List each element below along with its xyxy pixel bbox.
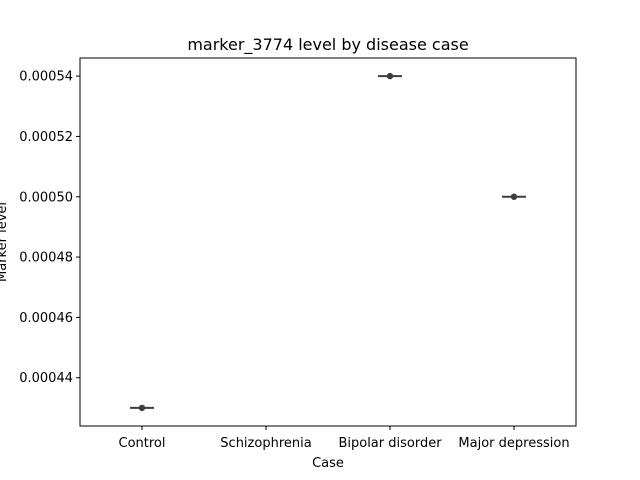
plot-frame — [79, 57, 577, 427]
x-tick-label: Major depression — [458, 436, 569, 451]
y-tick-label: 0.00054 — [19, 70, 73, 85]
y-axis-ticks: 0.00044 0.00046 0.00048 0.00050 0.00052 0.000… — [19, 70, 80, 386]
data-point — [510, 193, 518, 200]
x-tick-label: Schizophrenia — [220, 436, 311, 451]
y-tick-label: 0.00048 — [19, 251, 73, 266]
chart-title: marker_3774 level by disease case — [187, 35, 468, 55]
y-axis-label: Marker level — [0, 202, 10, 282]
x-axis-label: Case — [312, 456, 344, 471]
data-points — [130, 72, 526, 412]
data-point — [386, 72, 394, 80]
x-axis-ticks: Control Schizophrenia Bipolar disorder Majo… — [119, 426, 570, 451]
y-tick-label: 0.00052 — [19, 130, 73, 145]
x-tick-label: Bipolar disorder — [338, 436, 442, 451]
data-point — [138, 404, 146, 412]
y-tick-label: 0.00046 — [19, 311, 73, 326]
x-tick-label: Control — [119, 436, 166, 451]
y-tick-label: 0.00044 — [19, 371, 73, 386]
y-tick-label: 0.00050 — [19, 190, 73, 205]
